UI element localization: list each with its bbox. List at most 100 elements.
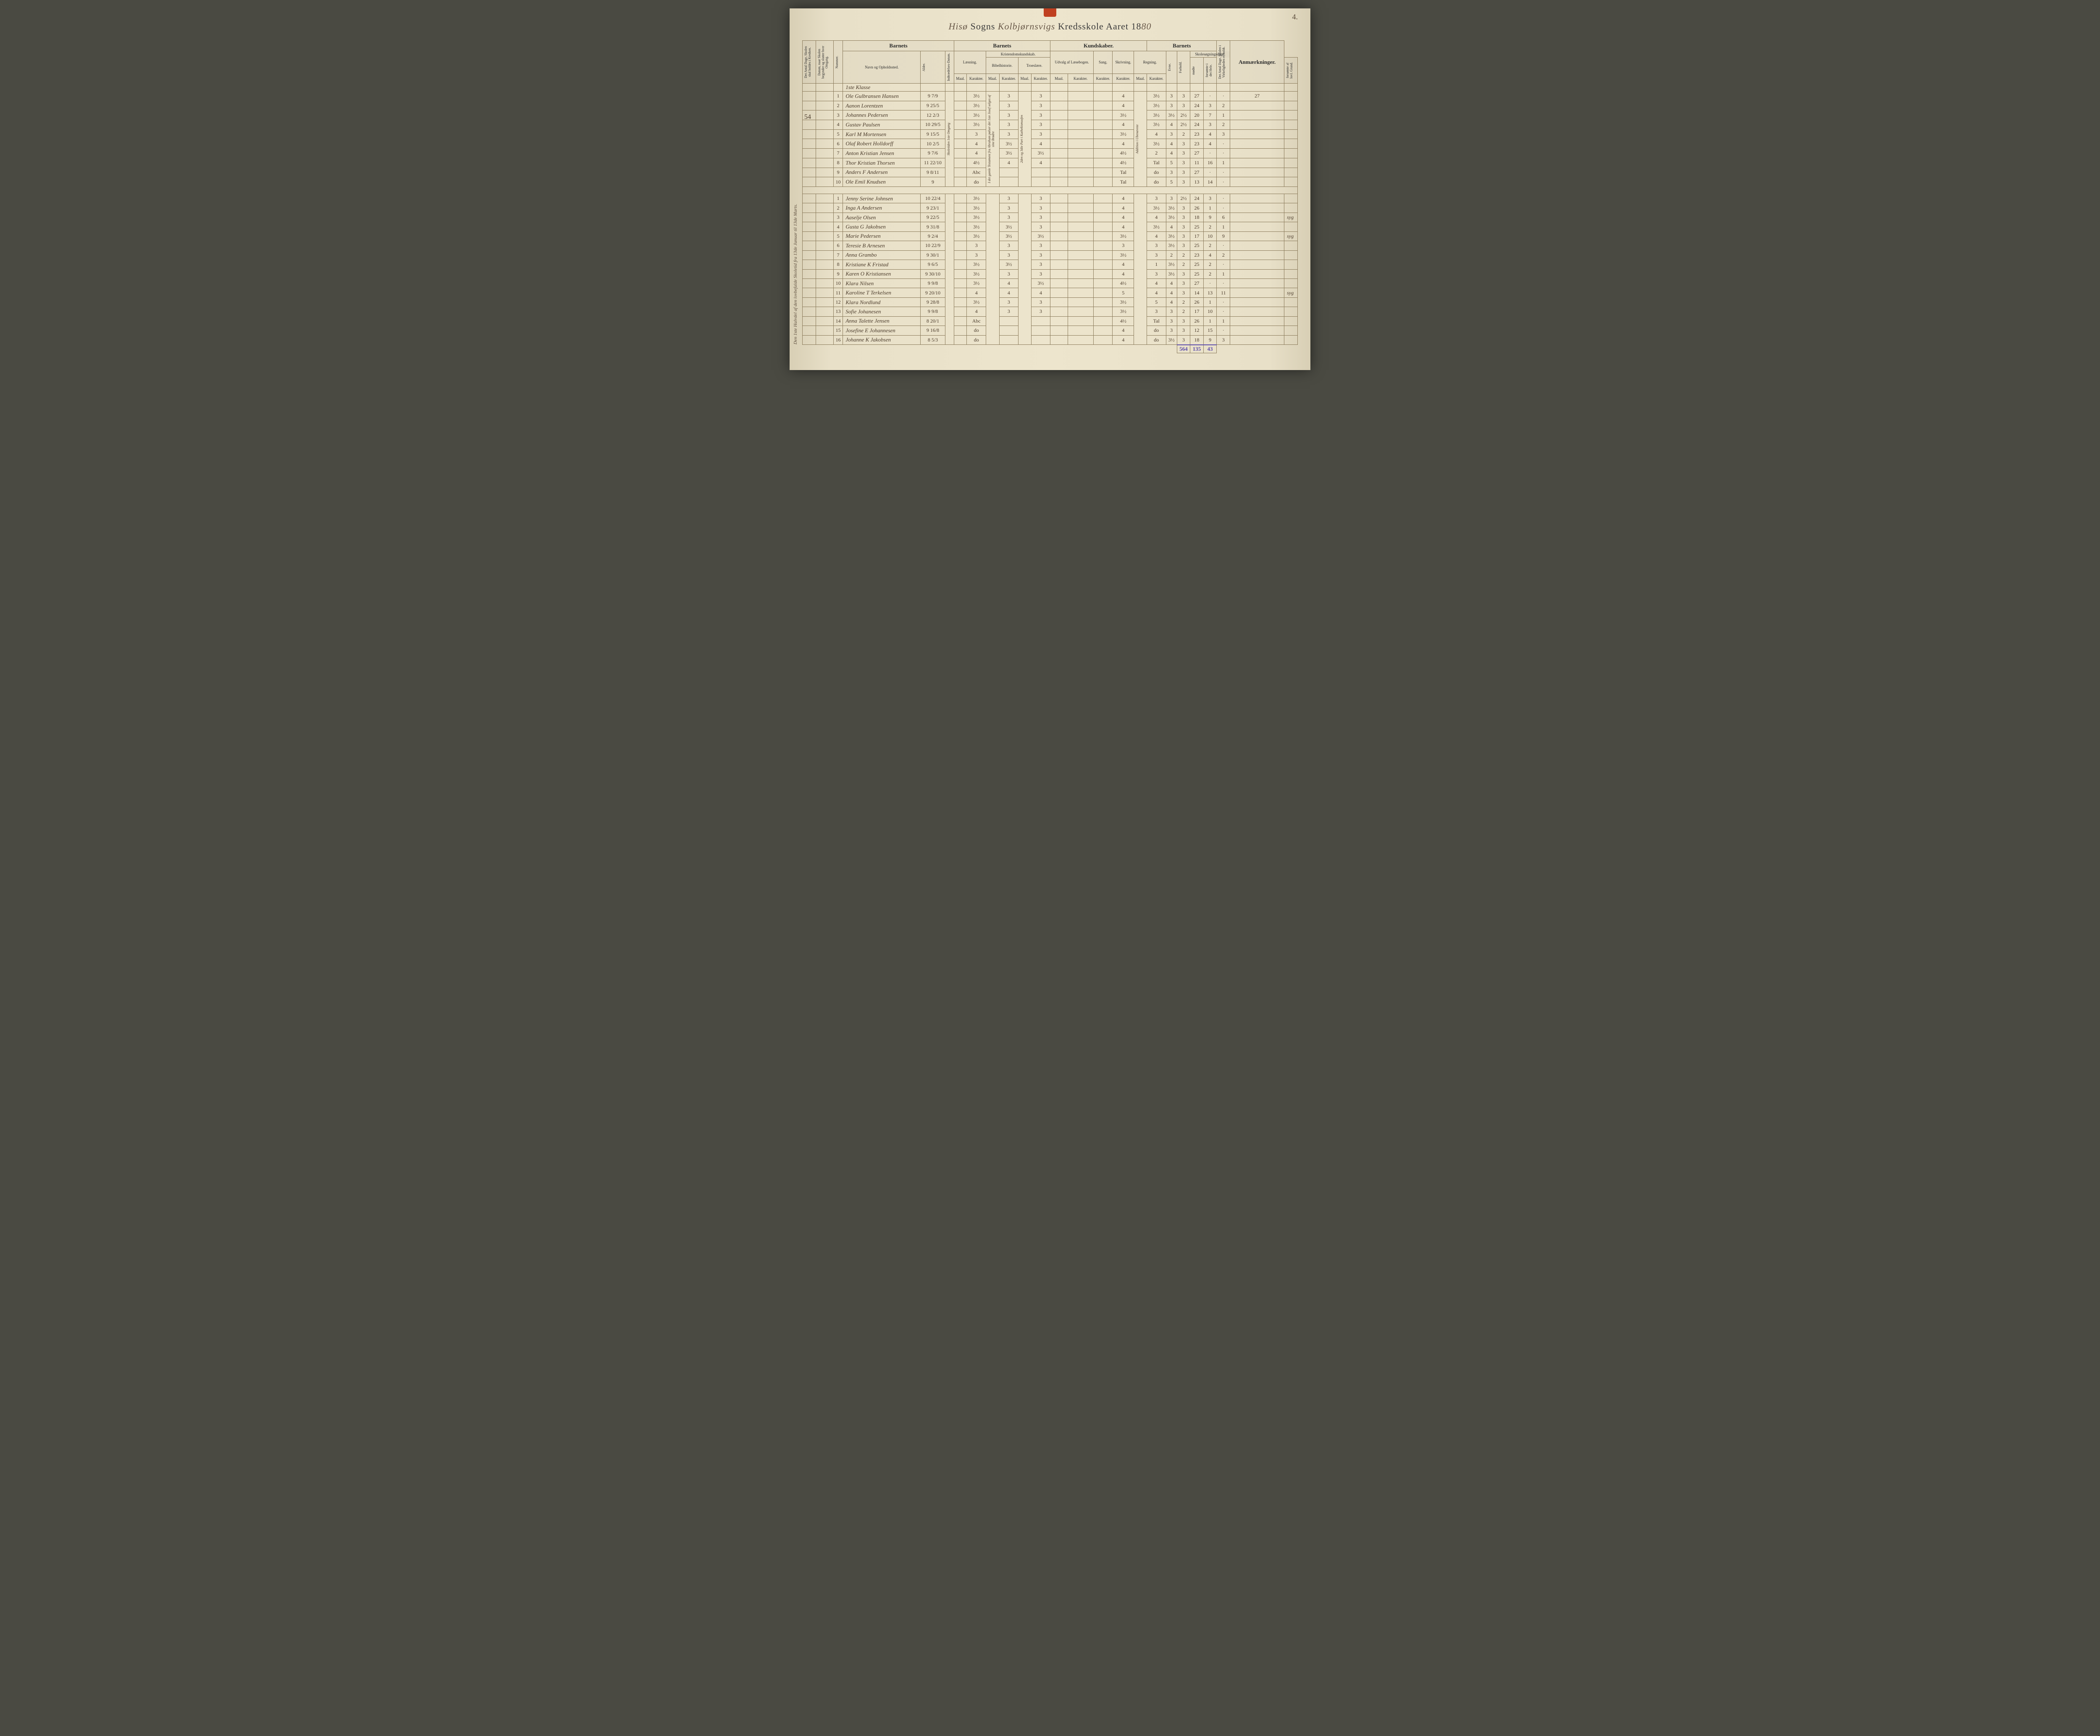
laesning-kar: 4½ [967, 158, 986, 168]
row-number: 8 [833, 260, 843, 269]
age: 11 22/10 [921, 158, 945, 168]
title-aaret: Aaret 18 [1106, 21, 1141, 32]
forsom-lovl: · [1217, 326, 1230, 335]
remark [1284, 139, 1298, 149]
skriv-kar: 4½ [1113, 316, 1134, 326]
virk [1230, 177, 1284, 187]
hdr-sang: Sang. [1093, 51, 1113, 74]
evne: 2 [1166, 250, 1177, 260]
title-parish: Hisø [949, 21, 968, 32]
regning-kar: 3½ [1147, 222, 1166, 231]
troes-kar: 3 [1031, 101, 1050, 110]
remark [1284, 241, 1298, 250]
troes-kar [1031, 168, 1050, 177]
table-row: 4Gustav Paulsen10 29/53½3343½42½2432 [803, 120, 1298, 130]
regning-kar: do [1147, 326, 1166, 335]
forhold: 3 [1177, 203, 1190, 213]
modte: 17 [1190, 231, 1204, 241]
forsom-lovl: 6 [1217, 213, 1230, 222]
virk [1230, 168, 1284, 177]
forsom-hele: 2 [1203, 241, 1217, 250]
row-number: 12 [833, 297, 843, 307]
regning-kar: 3 [1147, 241, 1166, 250]
ledger-page: 4. 54 Den 1ste Halvdel af den lovbefalde… [790, 8, 1310, 370]
regning-kar: 3½ [1147, 110, 1166, 120]
age: 9 8/11 [921, 168, 945, 177]
evne: 3 [1166, 326, 1177, 335]
skriv-kar: 4 [1113, 222, 1134, 231]
laesning-kar: 3½ [967, 278, 986, 288]
remark [1284, 168, 1298, 177]
student-name: Johannes Pedersen [843, 110, 921, 120]
page-title: Hisø Sogns Kolbjørnsvigs Kredsskole Aare… [802, 21, 1298, 32]
laesning-kar: 3½ [967, 92, 986, 101]
regning-kar: 3 [1147, 269, 1166, 278]
remark [1284, 297, 1298, 307]
remark [1284, 203, 1298, 213]
age: 10 22/4 [921, 194, 945, 203]
troes-kar: 3 [1031, 194, 1050, 203]
forhold: 2½ [1177, 120, 1190, 130]
title-year: 80 [1141, 21, 1151, 32]
age: 9 16/8 [921, 326, 945, 335]
hdr-indtr: Indtrædelses-Datum. [947, 52, 951, 83]
laesning-kar: 4 [967, 307, 986, 316]
evne: 3½ [1166, 241, 1177, 250]
skriv-kar: 4 [1113, 120, 1134, 130]
row-number: 14 [833, 316, 843, 326]
troes-kar: 3 [1031, 269, 1050, 278]
hdr-kundskaber: Kundskaber. [1050, 41, 1147, 51]
row-number: 11 [833, 288, 843, 297]
forhold: 2½ [1177, 194, 1190, 203]
evne: 4 [1166, 297, 1177, 307]
virk [1230, 149, 1284, 158]
row-number: 5 [833, 231, 843, 241]
modte: 18 [1190, 335, 1204, 344]
student-name: Teresie B Arnesen [843, 241, 921, 250]
virk [1230, 241, 1284, 250]
forhold: 3 [1177, 222, 1190, 231]
student-name: Karen O Kristiansen [843, 269, 921, 278]
forsom-hele: 1 [1203, 316, 1217, 326]
skriv-kar: 4 [1113, 203, 1134, 213]
hdr-barnets2: Barnets [954, 41, 1050, 51]
table-row: 10Klara Nilsen9 9/83½43½4½44327·· [803, 278, 1298, 288]
table-row: 2Aanon Lorentzen9 25/53½3343½332432 [803, 101, 1298, 110]
student-name: Klara Nordlund [843, 297, 921, 307]
hdr-sk-kar: Karakter. [1113, 74, 1134, 84]
regning-kar: 3 [1147, 194, 1166, 203]
forsom-lovl: 1 [1217, 316, 1230, 326]
forhold: 3 [1177, 168, 1190, 177]
bibel-kar: 3 [999, 241, 1018, 250]
troes-kar: 3½ [1031, 278, 1050, 288]
student-name: Jenny Serine Johnsen [843, 194, 921, 203]
forhold: 3 [1177, 288, 1190, 297]
bibel-kar: 4 [999, 158, 1018, 168]
remark [1284, 260, 1298, 269]
regning-kar: do [1147, 168, 1166, 177]
modte: 14 [1190, 288, 1204, 297]
hdr-sa-kar: Karakter. [1093, 74, 1113, 84]
forsom-hele: · [1203, 92, 1217, 101]
troes-kar: 3 [1031, 110, 1050, 120]
age: 9 6/5 [921, 260, 945, 269]
table-row: 7Anna Grambo9 30/13333½3222342 [803, 250, 1298, 260]
virk [1230, 316, 1284, 326]
hdr-t-kar: Karakter. [1031, 74, 1050, 84]
student-name: Josefine E Johannesen [843, 326, 921, 335]
laesning-kar: 3 [967, 241, 986, 250]
student-name: Ole Emil Knudsen [843, 177, 921, 187]
hdr-nummer: Nummer. [835, 42, 840, 82]
forsom-hele: 4 [1203, 139, 1217, 149]
forhold: 2 [1177, 250, 1190, 260]
hdr-navn: Navn og Opholdssted. [843, 51, 921, 84]
forsom-lovl: 11 [1217, 288, 1230, 297]
row-number: 13 [833, 307, 843, 316]
hdr-skriv: Skrivning. [1113, 51, 1134, 74]
skriv-kar: 4 [1113, 260, 1134, 269]
virk [1230, 260, 1284, 269]
troes-maal-note [1018, 194, 1032, 345]
student-name: Inga A Andersen [843, 203, 921, 213]
hdr-evne: Evne. [1168, 52, 1172, 83]
virk [1230, 203, 1284, 213]
